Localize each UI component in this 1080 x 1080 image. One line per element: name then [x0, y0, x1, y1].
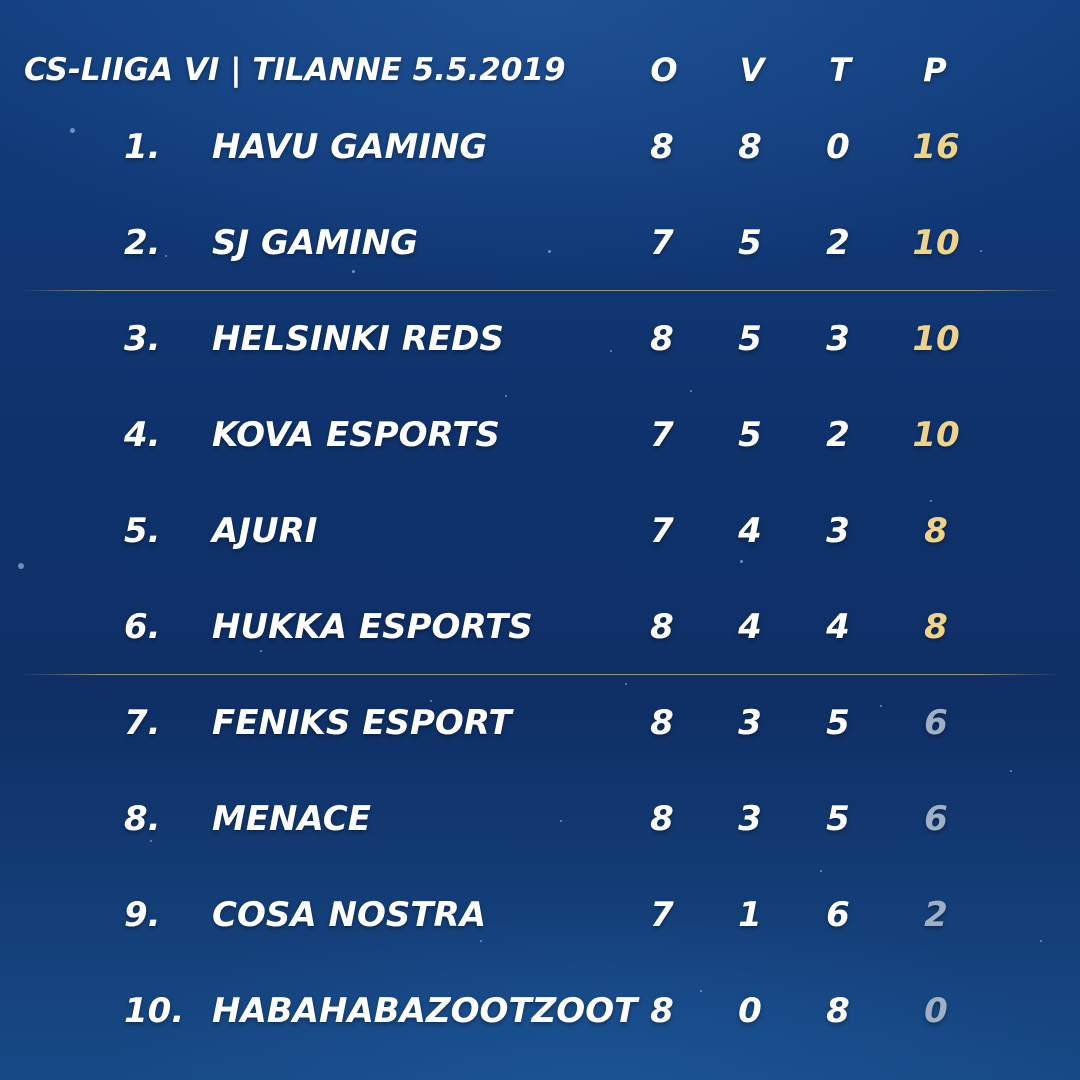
- points: 6: [924, 799, 948, 839]
- divider-after-row-2: [20, 290, 1060, 291]
- games-played: 7: [650, 895, 674, 935]
- column-header-o: O: [650, 51, 678, 89]
- particle: [70, 128, 75, 133]
- column-header-v: V: [739, 51, 765, 89]
- points: 2: [924, 895, 948, 935]
- particle: [1040, 940, 1042, 942]
- losses: 6: [826, 895, 850, 935]
- particle: [548, 250, 551, 253]
- particle: [980, 250, 982, 252]
- losses: 2: [826, 223, 850, 263]
- rank: 7.: [124, 703, 161, 743]
- losses: 8: [826, 991, 850, 1031]
- particle: [880, 705, 882, 707]
- wins: 5: [738, 415, 762, 455]
- games-played: 8: [650, 799, 674, 839]
- team-name: MENACE: [212, 799, 371, 839]
- particle: [625, 683, 627, 685]
- particle: [150, 840, 152, 842]
- games-played: 8: [650, 703, 674, 743]
- particle: [260, 650, 262, 652]
- team-name: HAVU GAMING: [212, 127, 488, 167]
- losses: 2: [826, 415, 850, 455]
- games-played: 7: [650, 511, 674, 551]
- points: 8: [924, 511, 948, 551]
- rank: 10.: [124, 991, 185, 1031]
- points: 6: [924, 703, 948, 743]
- particle: [930, 500, 932, 502]
- wins: 5: [738, 319, 762, 359]
- page-title: CS-LIIGA VI | TILANNE 5.5.2019: [24, 52, 566, 88]
- losses: 3: [826, 511, 850, 551]
- wins: 3: [738, 799, 762, 839]
- team-name: AJURI: [212, 511, 318, 551]
- wins: 4: [738, 607, 762, 647]
- particle: [820, 870, 822, 872]
- losses: 4: [826, 607, 850, 647]
- games-played: 8: [650, 319, 674, 359]
- losses: 5: [826, 703, 850, 743]
- team-name: HUKKA ESPORTS: [212, 607, 533, 647]
- points: 8: [924, 607, 948, 647]
- rank: 1.: [124, 127, 161, 167]
- particle: [430, 700, 432, 702]
- team-name: SJ GAMING: [212, 223, 419, 263]
- column-header-p: P: [923, 51, 947, 89]
- games-played: 8: [650, 991, 674, 1031]
- wins: 4: [738, 511, 762, 551]
- rank: 2.: [124, 223, 161, 263]
- rank: 4.: [124, 415, 161, 455]
- wins: 0: [738, 991, 762, 1031]
- rank: 8.: [124, 799, 161, 839]
- losses: 3: [826, 319, 850, 359]
- team-name: HABAHABAZOOTZOOT: [212, 991, 638, 1031]
- points: 0: [924, 991, 948, 1031]
- wins: 3: [738, 703, 762, 743]
- games-played: 7: [650, 223, 674, 263]
- points: 16: [912, 127, 960, 167]
- games-played: 8: [650, 607, 674, 647]
- wins: 5: [738, 223, 762, 263]
- particle: [18, 563, 24, 569]
- particle: [560, 820, 562, 822]
- losses: 0: [826, 127, 850, 167]
- rank: 6.: [124, 607, 161, 647]
- points: 10: [912, 319, 960, 359]
- wins: 1: [738, 895, 762, 935]
- particle: [480, 940, 482, 942]
- team-name: HELSINKI REDS: [212, 319, 504, 359]
- column-header-t: T: [829, 51, 851, 89]
- particle: [165, 255, 167, 257]
- particle: [300, 430, 302, 432]
- losses: 5: [826, 799, 850, 839]
- particle: [352, 270, 355, 273]
- wins: 8: [738, 127, 762, 167]
- games-played: 7: [650, 415, 674, 455]
- particle: [700, 990, 702, 992]
- team-name: COSA NOSTRA: [212, 895, 487, 935]
- particle: [610, 350, 612, 352]
- particle: [1010, 770, 1012, 772]
- divider-after-row-6: [20, 674, 1060, 675]
- team-name: FENIKS ESPORT: [212, 703, 512, 743]
- points: 10: [912, 415, 960, 455]
- points: 10: [912, 223, 960, 263]
- particle: [505, 395, 507, 397]
- rank: 5.: [124, 511, 161, 551]
- particle: [740, 560, 743, 563]
- rank: 9.: [124, 895, 161, 935]
- rank: 3.: [124, 319, 161, 359]
- particle: [690, 390, 692, 392]
- games-played: 8: [650, 127, 674, 167]
- team-name: KOVA ESPORTS: [212, 415, 500, 455]
